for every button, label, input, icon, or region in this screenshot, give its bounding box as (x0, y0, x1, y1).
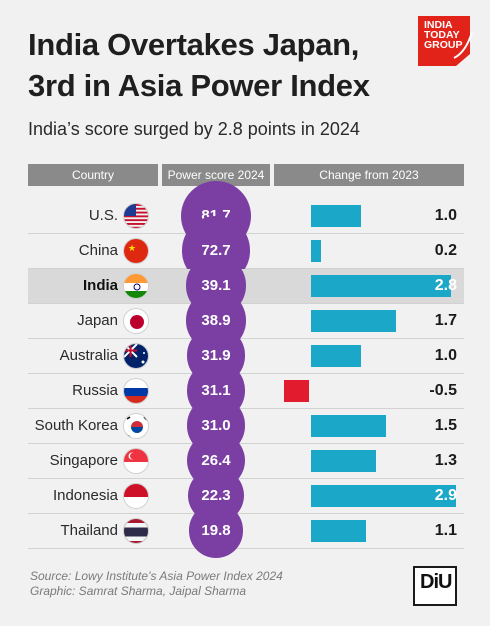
row-divider (28, 373, 464, 374)
change-bar (311, 484, 456, 507)
country-label: Singapore (49, 451, 118, 469)
change-value: 0.2 (434, 241, 457, 259)
change-bar (311, 519, 366, 542)
indonesia-flag-icon (123, 482, 149, 509)
change-value: 1.0 (434, 346, 457, 364)
column-header-country: Country (28, 164, 158, 186)
score-value: 22.3 (201, 486, 231, 504)
country-label: U.S. (88, 206, 118, 224)
change-bar (311, 309, 396, 332)
title-line-2: 3rd in Asia Power Index (28, 68, 370, 103)
india-today-logo-icon (418, 16, 473, 66)
singapore-flag-icon (123, 447, 149, 474)
change-value: 1.5 (434, 416, 457, 434)
change-bar (311, 414, 386, 437)
australia-flag-icon (123, 342, 149, 369)
column-header-score: Power score 2024 (162, 164, 270, 186)
score-value: 31.1 (201, 381, 231, 399)
country-label: China (78, 241, 118, 259)
score-value: 19.8 (201, 521, 231, 539)
diu-logo-text: DiU (420, 571, 452, 593)
country-label: South Korea (34, 416, 118, 434)
score-value: 31.9 (201, 346, 231, 364)
change-bar (311, 449, 376, 472)
country-label: Russia (72, 381, 118, 399)
us-flag-icon (123, 202, 149, 229)
country-label: Thailand (60, 521, 118, 539)
country-label: India (82, 276, 118, 294)
japan-flag-icon (123, 307, 149, 334)
row-divider (28, 268, 464, 269)
svg-text:★: ★ (128, 244, 136, 254)
score-value: 31.0 (201, 416, 231, 434)
row-divider (28, 338, 464, 339)
change-value: 1.7 (434, 311, 457, 329)
row-divider (28, 408, 464, 409)
change-bar-negative (284, 379, 309, 402)
china-flag-icon: ★ (123, 237, 149, 264)
title-line-1: India Overtakes Japan, (28, 27, 360, 62)
country-label: Indonesia (52, 486, 118, 504)
thailand-flag-icon (123, 517, 149, 544)
india-today-logo-text: INDIA TODAY GROUP (424, 19, 463, 51)
score-value: 39.1 (201, 276, 231, 294)
russia-flag-icon (123, 377, 149, 404)
change-bar (311, 239, 321, 262)
change-value: -0.5 (429, 381, 457, 399)
score-value: 72.7 (201, 241, 231, 259)
change-value: 2.9 (434, 486, 457, 504)
row-divider (28, 303, 464, 304)
change-value: 1.3 (434, 451, 457, 469)
change-bar (311, 274, 451, 297)
page-title: India Overtakes Japan, 3rd in Asia Power… (28, 24, 428, 106)
row-divider (28, 548, 464, 549)
subtitle: India’s score surged by 2.8 points in 20… (28, 119, 360, 139)
graphic-credit-line: Graphic: Samrat Sharma, Jaipal Sharma (30, 584, 247, 598)
row-divider (28, 443, 464, 444)
row-divider (28, 478, 464, 479)
change-bar (311, 204, 361, 227)
score-value: 38.9 (201, 311, 231, 329)
source-credits: Source: Lowy Institute’s Asia Power Inde… (30, 569, 283, 599)
change-value: 2.8 (434, 276, 457, 294)
change-value: 1.1 (434, 521, 457, 539)
source-line: Source: Lowy Institute’s Asia Power Inde… (30, 569, 283, 583)
row-divider (28, 513, 464, 514)
column-header-change: Change from 2023 (274, 164, 464, 186)
country-label: Australia (59, 346, 118, 364)
diu-logo-icon (413, 566, 457, 606)
india-flag-icon (123, 272, 149, 299)
change-bar (311, 344, 361, 367)
south-korea-flag-icon (123, 412, 149, 439)
country-label: Japan (77, 311, 118, 329)
score-circle (188, 503, 244, 558)
score-value: 26.4 (201, 451, 231, 469)
change-value: 1.0 (434, 206, 457, 224)
